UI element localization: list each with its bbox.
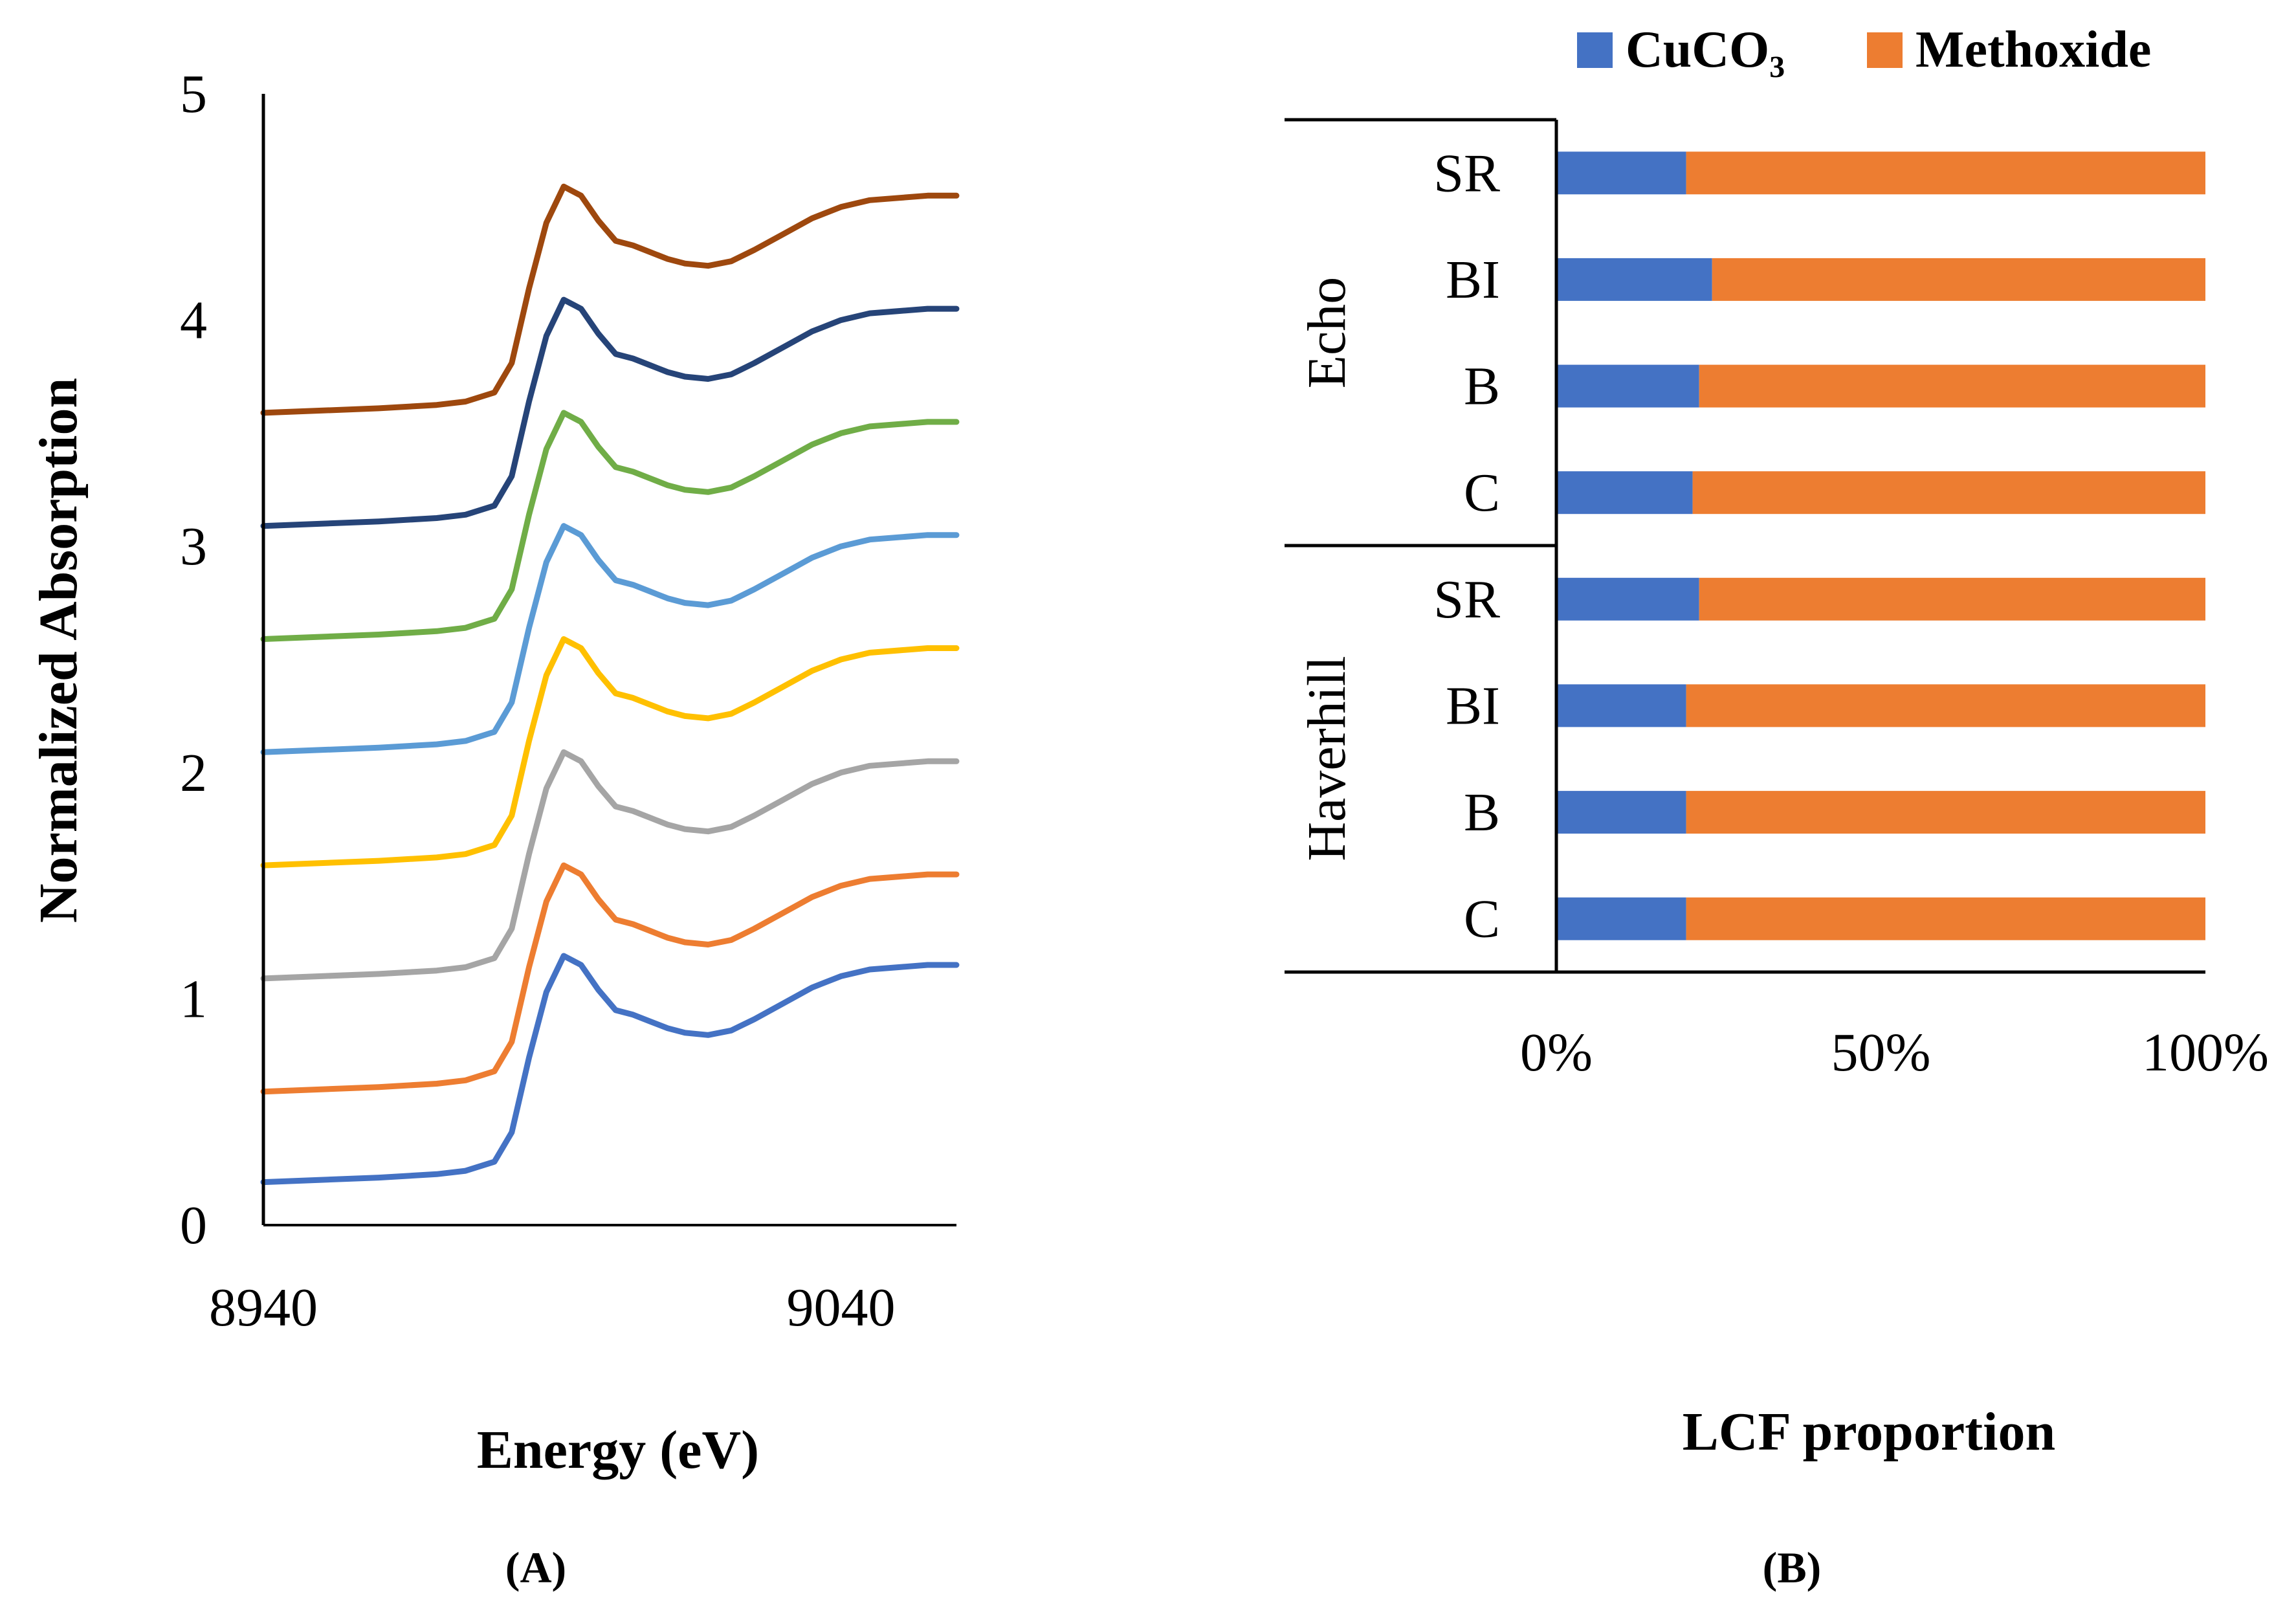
bar-segment-cuco3 xyxy=(1556,471,1693,515)
panel-b-x-axis-title: LCF proportion xyxy=(1683,1402,2055,1462)
bar-segment-cuco3 xyxy=(1556,897,1686,940)
panel-a-y-axis-title: Normalized Absorption xyxy=(28,378,89,923)
panel-b-x-tick-label: 0% xyxy=(1520,1023,1593,1083)
panel-b-x-tick-label: 100% xyxy=(2142,1023,2269,1083)
category-label: BI xyxy=(1446,676,1500,736)
legend-label-cuco3: CuCO₃ xyxy=(1626,21,1785,78)
bar-segment-methoxide xyxy=(1699,364,2205,408)
category-label: B xyxy=(1464,357,1500,417)
panel-a-series-3 xyxy=(260,749,960,982)
group-label-echo: Echo xyxy=(1297,277,1357,389)
category-label: B xyxy=(1464,782,1500,843)
legend-swatch-cuco3 xyxy=(1577,32,1613,68)
panel-a-series-7 xyxy=(260,296,960,529)
panel-a-x-tick-labels: 8940 9040 xyxy=(209,1278,896,1338)
bar-segment-cuco3 xyxy=(1556,791,1686,834)
panel-b-label: (B) xyxy=(1763,1543,1822,1592)
category-label: C xyxy=(1464,463,1500,523)
panel-a-y-tick-label: 5 xyxy=(180,64,207,124)
category-label: SR xyxy=(1433,143,1500,203)
legend-label-methoxide: Methoxide xyxy=(1915,21,2151,78)
panel-a-series-4 xyxy=(260,636,960,869)
category-label: BI xyxy=(1446,250,1500,310)
panel-a-y-tick-label: 1 xyxy=(180,969,207,1029)
panel-a-y-tick-label: 2 xyxy=(180,743,207,803)
panel-b-x-tick-labels: 0% 50% 100% xyxy=(1520,1023,2269,1083)
panel-a-chart: 0 1 2 3 4 5 8940 9040 Normalized Absorption En… xyxy=(28,64,960,1592)
bar-segment-methoxide xyxy=(1686,897,2205,940)
legend-swatch-methoxide xyxy=(1867,32,1903,68)
bar-segment-methoxide xyxy=(1692,471,2205,515)
panel-a-series-1 xyxy=(260,953,960,1186)
panel-a-series-8 xyxy=(260,183,960,416)
panel-a-series-2 xyxy=(260,862,960,1095)
group-label-haverhill: Haverhill xyxy=(1297,656,1357,861)
bar-segment-cuco3 xyxy=(1556,151,1686,195)
bar-segment-cuco3 xyxy=(1556,258,1712,301)
panel-b-legend: CuCO₃ Methoxide xyxy=(1577,21,2151,78)
bar-segment-methoxide xyxy=(1686,791,2205,834)
panel-a-x-tick-label: 9040 xyxy=(787,1278,896,1338)
bar-segment-cuco3 xyxy=(1556,364,1699,408)
bar-segment-methoxide xyxy=(1686,684,2205,727)
panel-a-series-6 xyxy=(260,410,960,642)
panel-a-x-tick-label: 8940 xyxy=(209,1278,318,1338)
panel-a-y-tick-label: 0 xyxy=(180,1195,207,1256)
bar-segment-cuco3 xyxy=(1556,577,1699,621)
panel-a-series-group xyxy=(260,183,960,1186)
category-label: SR xyxy=(1433,570,1500,630)
panel-b-bars xyxy=(1556,151,2205,940)
panel-a-y-tick-labels: 0 1 2 3 4 5 xyxy=(180,64,207,1256)
panel-a-x-axis-title: Energy (eV) xyxy=(477,1420,759,1480)
bar-segment-cuco3 xyxy=(1556,684,1686,727)
panel-a-series-5 xyxy=(260,523,960,755)
category-label: C xyxy=(1464,889,1500,949)
panel-a-y-tick-label: 3 xyxy=(180,516,207,577)
panel-a-y-tick-label: 4 xyxy=(180,291,207,351)
bar-segment-methoxide xyxy=(1686,151,2205,195)
panel-a-label: (A) xyxy=(505,1543,566,1592)
bar-segment-methoxide xyxy=(1699,577,2205,621)
panel-b-x-tick-label: 50% xyxy=(1831,1023,1931,1083)
bar-segment-methoxide xyxy=(1712,258,2205,301)
